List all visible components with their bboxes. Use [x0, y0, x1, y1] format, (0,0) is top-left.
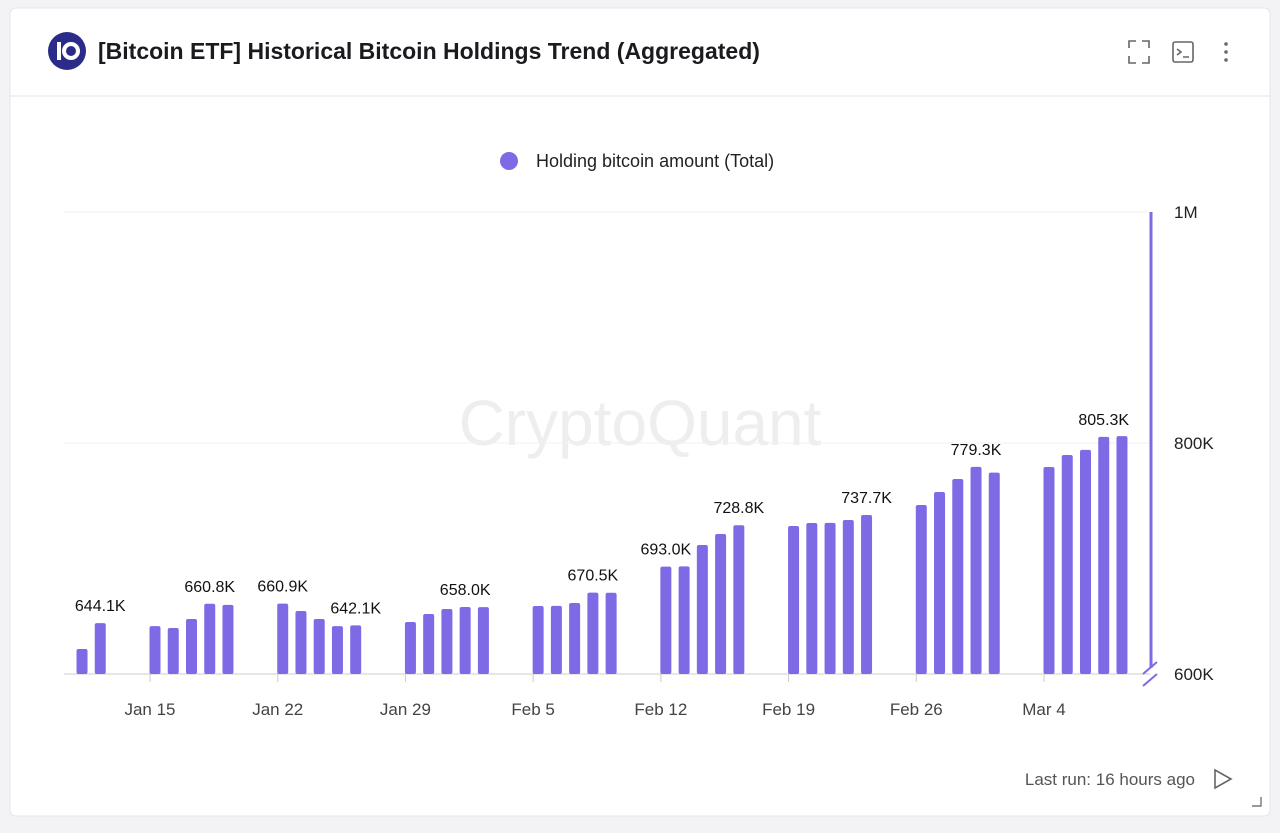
bar — [696, 544, 708, 674]
bar — [423, 613, 435, 674]
y-tick-label: 800K — [1174, 434, 1214, 453]
bar — [532, 605, 544, 674]
value-label: 805.3K — [1078, 412, 1129, 429]
value-label: 660.8K — [184, 579, 235, 596]
bar — [733, 525, 745, 674]
y-tick-label: 1M — [1174, 203, 1198, 222]
x-tick-label: Jan 22 — [252, 700, 303, 719]
bar — [605, 592, 617, 674]
plot: 600K 800K 1M Jan 15 Jan 22 Jan 29 Feb 5 Feb 12 F… — [64, 151, 1214, 719]
bar — [678, 566, 690, 674]
bar — [660, 566, 672, 674]
bar — [459, 607, 471, 674]
console-button[interactable] — [1172, 41, 1194, 63]
bar — [404, 622, 416, 674]
bar — [715, 534, 727, 674]
bar — [149, 626, 161, 674]
bar — [1043, 467, 1055, 674]
axis-break — [1142, 661, 1158, 687]
bar — [222, 604, 234, 674]
bar — [952, 479, 964, 674]
bar — [94, 623, 106, 674]
fullscreen-button[interactable] — [1128, 40, 1150, 64]
bar — [988, 472, 1000, 674]
value-label: 660.9K — [257, 579, 308, 596]
bar — [185, 619, 197, 674]
x-tick-label: Feb 12 — [634, 700, 687, 719]
bar — [1116, 436, 1128, 674]
x-tick-label: Feb 19 — [762, 700, 815, 719]
last-run: Last run: 16 hours ago — [1025, 770, 1195, 789]
bar — [441, 608, 453, 674]
bar — [569, 602, 581, 674]
bar — [861, 514, 873, 674]
value-label: 737.7K — [841, 490, 892, 507]
more-button[interactable] — [1224, 42, 1228, 62]
bar — [295, 611, 307, 674]
value-label: 670.5K — [568, 568, 619, 585]
bar — [331, 626, 343, 674]
run-button[interactable] — [1214, 768, 1233, 790]
x-tick-label: Feb 5 — [511, 700, 554, 719]
bar — [842, 520, 854, 674]
resize-handle — [1252, 797, 1262, 807]
value-label: 779.3K — [951, 442, 1002, 459]
bar — [277, 603, 289, 674]
value-label: 658.0K — [440, 582, 491, 599]
x-tick-label: Jan 29 — [380, 700, 431, 719]
bar — [204, 603, 216, 674]
bar — [550, 605, 562, 674]
bar — [1079, 449, 1091, 674]
bar — [788, 526, 800, 674]
x-tick-label: Feb 26 — [890, 700, 943, 719]
bar — [313, 619, 325, 674]
watermark: CryptoQuant — [459, 387, 822, 459]
bar — [1098, 436, 1110, 674]
value-label: 728.8K — [713, 500, 764, 517]
bar — [806, 523, 818, 674]
bar — [477, 607, 489, 674]
bar — [350, 625, 362, 674]
bar — [934, 491, 946, 674]
bar — [970, 466, 982, 674]
value-label: 693.0K — [640, 542, 691, 559]
value-label: 642.1K — [330, 600, 381, 617]
bar — [587, 592, 599, 674]
bar — [76, 649, 88, 674]
chart-title: [Bitcoin ETF] Historical Bitcoin Holding… — [98, 38, 760, 64]
value-label: 644.1K — [75, 598, 126, 615]
legend-marker — [500, 152, 518, 170]
bar — [1061, 455, 1073, 674]
x-tick-label: Mar 4 — [1022, 700, 1065, 719]
bar — [167, 628, 179, 674]
legend-label: Holding bitcoin amount (Total) — [536, 151, 774, 171]
x-tick-label: Jan 15 — [124, 700, 175, 719]
logo — [48, 32, 86, 70]
bar — [915, 505, 927, 674]
bar — [824, 522, 836, 674]
y-tick-label: 600K — [1174, 665, 1214, 684]
